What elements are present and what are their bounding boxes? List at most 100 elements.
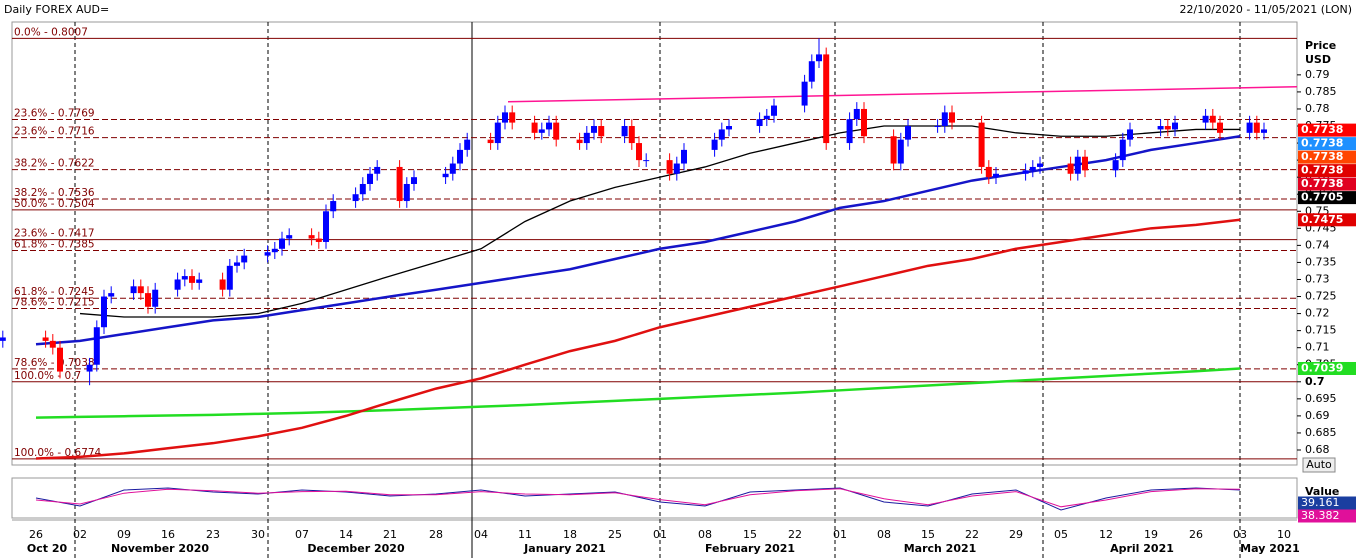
candle-body — [897, 139, 904, 164]
candle-body — [978, 122, 985, 167]
candle-body — [403, 183, 410, 202]
candle-body — [546, 122, 552, 130]
candle-body — [494, 122, 501, 144]
fib-label: 38.2% - 0.7622 — [14, 158, 95, 170]
y-tick-label: 0.72 — [1305, 307, 1330, 320]
price-tag-label: 0.7738 — [1301, 177, 1343, 190]
candle-body — [189, 276, 195, 283]
x-tick-label: 14 — [339, 528, 353, 541]
ma-line — [35, 488, 1241, 508]
price-tag-label: 0.7039 — [1301, 361, 1343, 374]
price-tag-label: 0.7475 — [1301, 213, 1343, 226]
x-tick-label: 23 — [206, 528, 220, 541]
x-tick-label: 01 — [653, 528, 667, 541]
candle-body — [801, 81, 808, 106]
candle-body — [101, 296, 107, 328]
candle-body — [756, 119, 763, 127]
x-tick-label: 15 — [743, 528, 757, 541]
candle-body — [57, 347, 63, 372]
candle-body — [49, 340, 56, 348]
candle-body — [464, 139, 471, 150]
candle-body — [411, 177, 417, 184]
candle-body — [241, 255, 248, 263]
y-tick-label: 0.79 — [1305, 68, 1330, 81]
candle-body — [1253, 122, 1260, 133]
month-label: February 2021 — [705, 542, 795, 555]
candle-body — [726, 126, 732, 130]
x-tick-label: 29 — [1009, 528, 1023, 541]
candle-body — [130, 286, 137, 294]
ma-line — [35, 135, 1241, 346]
candle-body — [152, 289, 159, 307]
candle-body — [457, 149, 463, 164]
x-tick-label: 08 — [877, 528, 891, 541]
price-tag — [1298, 361, 1356, 375]
candle-body — [1119, 139, 1126, 161]
candle-body — [234, 262, 240, 266]
candle-body — [1209, 115, 1216, 123]
candle-body — [643, 160, 650, 162]
candle-body — [271, 248, 278, 253]
candle-body — [628, 126, 635, 144]
candle-body — [174, 279, 181, 290]
month-label: November 2020 — [111, 542, 209, 555]
fib-label: 38.2% - 0.7536 — [14, 187, 95, 199]
candle-body — [359, 183, 366, 195]
price-tag — [1298, 150, 1356, 164]
candle-body — [1067, 163, 1074, 174]
auto-button-label[interactable]: Auto — [1306, 458, 1332, 471]
candle-body — [1157, 126, 1164, 130]
x-tick-label: 28 — [429, 528, 443, 541]
candle-body — [763, 115, 770, 120]
fib-label: 50.0% - 0.7504 — [14, 198, 95, 210]
price-tag — [1298, 164, 1356, 178]
candle-body — [808, 61, 815, 82]
fib-label: 78.6% - 0.7215 — [14, 296, 95, 308]
price-tag-label: 0.7738 — [1301, 123, 1343, 136]
candle-body — [1172, 122, 1178, 130]
candle-body — [1029, 166, 1036, 171]
candle-body — [374, 166, 381, 174]
month-label: December 2020 — [307, 542, 405, 555]
x-tick-label: 25 — [608, 528, 622, 541]
candle-body — [279, 238, 285, 249]
trendline — [507, 86, 1298, 103]
ma-line — [35, 218, 1241, 460]
candle-body — [621, 126, 628, 137]
x-tick-label: 11 — [518, 528, 532, 541]
candle-body — [823, 54, 830, 144]
month-separators — [74, 22, 1241, 558]
x-tick-label: 02 — [73, 528, 87, 541]
candle-body — [196, 279, 203, 283]
candle-body — [442, 173, 449, 178]
candle-body — [219, 279, 226, 290]
x-tick-label: 19 — [1144, 528, 1158, 541]
candle-body — [846, 119, 853, 144]
candle-body — [145, 293, 151, 307]
auto-button[interactable] — [1302, 457, 1336, 473]
candle-body — [487, 139, 494, 144]
candle-body — [934, 126, 941, 128]
x-tick-label: 04 — [474, 528, 488, 541]
candle-body — [509, 112, 516, 123]
candle-body — [771, 105, 777, 116]
candle-body — [993, 173, 999, 178]
candle-body — [1022, 170, 1029, 174]
y-tick-label: 0.685 — [1305, 426, 1337, 439]
chart-title: Daily FOREX AUD= — [4, 3, 109, 16]
candle-body — [352, 194, 359, 202]
y-tick-label: 0.69 — [1305, 409, 1330, 422]
fib-label: 61.8% - 0.7385 — [14, 238, 95, 250]
candle-body — [816, 54, 822, 62]
x-tick-label: 03 — [1233, 528, 1247, 541]
candle-body — [538, 129, 545, 133]
candle-body — [449, 163, 456, 174]
candle-body — [890, 136, 897, 164]
candle-body — [583, 132, 590, 144]
candle-body — [1037, 163, 1043, 167]
month-label: Oct 20 — [27, 542, 68, 555]
x-tick-label: 10 — [1277, 528, 1291, 541]
y-tick-label: 0.695 — [1305, 392, 1337, 405]
oscillator-label: Value — [1305, 485, 1339, 498]
